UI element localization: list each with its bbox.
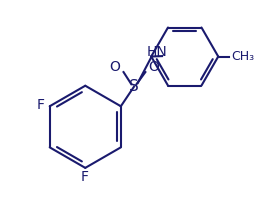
Text: S: S [129,79,139,94]
Text: F: F [80,170,88,184]
Text: F: F [37,98,45,112]
Text: HN: HN [146,45,167,59]
Text: O: O [109,60,120,74]
Text: O: O [148,60,160,74]
Text: CH₃: CH₃ [231,50,254,63]
